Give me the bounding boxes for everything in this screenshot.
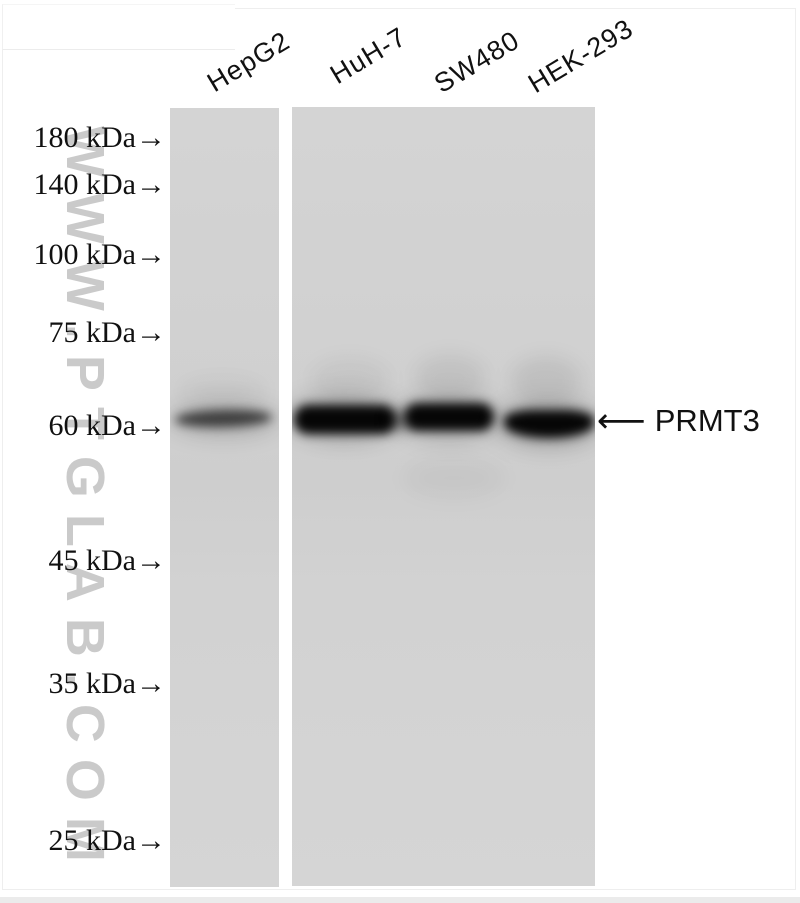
faint-smear-hepg2 <box>178 376 266 406</box>
mw-marker-180kda: 180 kDa→ <box>33 121 166 154</box>
mw-marker-140kda: 140 kDa→ <box>33 168 166 201</box>
mw-marker-75kda: 75 kDa→ <box>48 316 166 349</box>
gel-strip-right <box>292 107 595 886</box>
target-annotation: ⟵ PRMT3 <box>597 401 760 441</box>
band-hek293 <box>504 410 594 438</box>
left-arrow-icon: ⟵ <box>597 401 646 441</box>
band-huh7 <box>294 405 396 434</box>
band-sw480 <box>404 403 494 431</box>
mw-marker-45kda: 45 kDa→ <box>48 544 166 577</box>
faint-smear-sw480 <box>414 355 486 401</box>
figure-frame <box>2 8 796 890</box>
mw-marker-35kda: 35 kDa→ <box>48 667 166 700</box>
mw-marker-100kda: 100 kDa→ <box>33 238 166 271</box>
faint-smear-hek293 <box>510 357 582 407</box>
target-protein-label: PRMT3 <box>654 403 760 438</box>
faint-shadow-below-sw480 <box>404 459 504 497</box>
faint-smear-huh7 <box>310 359 390 401</box>
mw-marker-60kda: 60 kDa→ <box>48 409 166 442</box>
bottom-page-edge <box>0 897 800 903</box>
mw-marker-25kda: 25 kDa→ <box>48 824 166 857</box>
top-left-card <box>2 4 235 50</box>
gel-strip-left <box>170 108 279 887</box>
watermark-text: WWW.PTGLAB.COM <box>55 126 115 878</box>
